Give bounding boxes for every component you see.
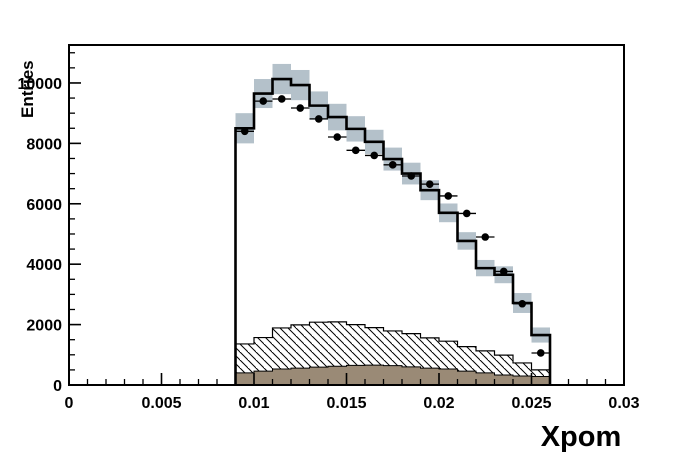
data-point	[314, 115, 323, 123]
data-point	[296, 104, 305, 112]
axes-layer: 0 2000 4000 6000 8000 10000 0 0.005 0.01 0.015 0.0…	[18, 44, 640, 412]
data-point	[388, 161, 397, 169]
data-point	[240, 127, 249, 136]
x-tick-label: 0.015	[326, 395, 366, 412]
y-tick-label: 8000	[26, 136, 62, 153]
solid-histogram	[235, 364, 551, 386]
data-point	[370, 151, 379, 160]
solid-histogram-layer	[235, 364, 551, 386]
mc-histogram-line	[234, 77, 552, 385]
x-tick-label: 0.025	[511, 395, 551, 412]
data-point	[499, 267, 508, 276]
y-tick-label: 2000	[26, 318, 62, 335]
data-point	[481, 233, 490, 241]
data-point	[425, 180, 434, 188]
data-point	[259, 97, 268, 105]
data-point	[462, 209, 471, 218]
x-tick-label: 0.03	[608, 395, 639, 412]
x-tick-label: 0.01	[238, 395, 269, 412]
systematic-band-layer	[235, 63, 550, 343]
data-point	[407, 172, 416, 180]
x-tick-label: 0	[65, 395, 74, 412]
data-point	[444, 192, 453, 200]
data-points-layer	[235, 95, 550, 357]
x-tick-label: 0.005	[141, 395, 181, 412]
data-point	[351, 146, 360, 155]
data-point	[277, 95, 286, 103]
y-tick-label: 4000	[26, 257, 62, 274]
y-axis-title: Entries	[18, 60, 37, 118]
data-point	[333, 133, 342, 141]
x-tick-label: 0.02	[423, 395, 454, 412]
y-tick-label: 6000	[26, 197, 62, 214]
data-point	[518, 299, 527, 308]
mc-histogram-layer	[234, 77, 552, 385]
y-tick-label: 10000	[18, 76, 63, 93]
x-axis-title: Xpom	[541, 421, 622, 453]
y-tick-label: 0	[53, 378, 62, 395]
data-point	[536, 349, 545, 357]
